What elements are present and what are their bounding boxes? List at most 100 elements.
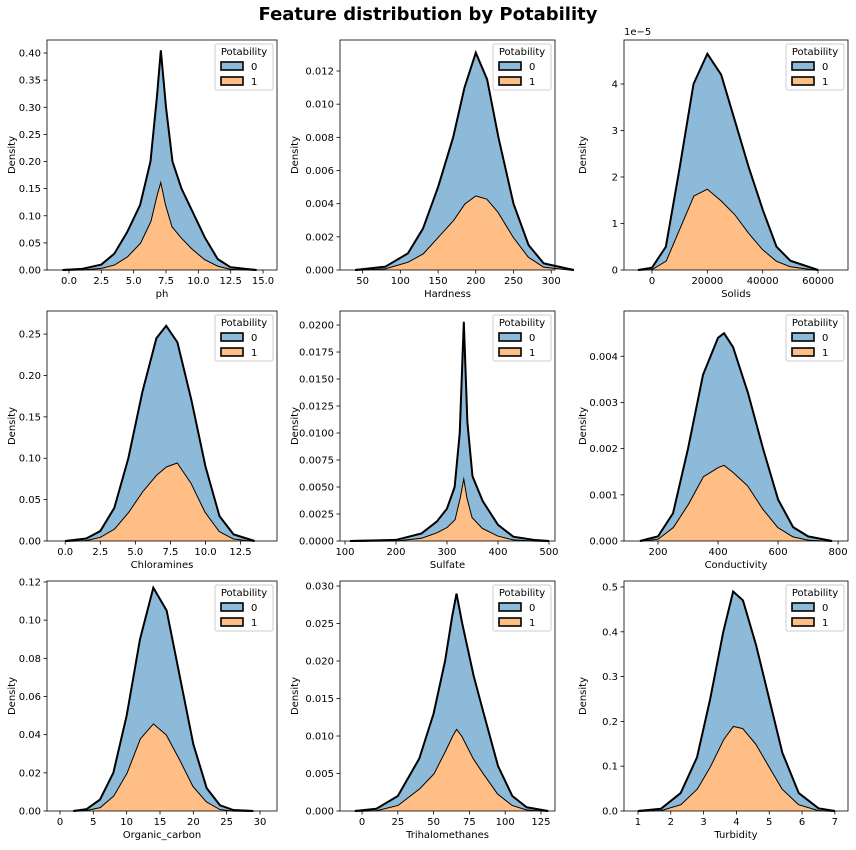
x-axis-label: Solids <box>721 289 751 300</box>
y-tick-label: 3 <box>612 126 618 137</box>
legend-title: Potability <box>221 318 267 329</box>
y-tick-label: 0.012 <box>305 67 334 78</box>
y-tick-label: 0.008 <box>305 133 334 144</box>
legend: Potability 0 1 <box>214 43 274 91</box>
density-area <box>62 180 257 270</box>
legend-swatch <box>498 617 522 627</box>
x-tick-label: 10 <box>120 817 133 828</box>
y-tick-label: 0.10 <box>19 454 41 465</box>
x-tick-label: 5.0 <box>126 276 142 287</box>
y-tick-label: 0.25 <box>19 130 41 141</box>
y-tick-label: 0.3 <box>602 672 618 683</box>
x-tick-label: 600 <box>769 547 788 558</box>
y-axis-label: Density <box>290 677 301 715</box>
legend: Potability 0 1 <box>492 314 552 362</box>
density-area <box>637 725 835 811</box>
density-area <box>355 195 574 270</box>
x-tick-label: 7.5 <box>158 276 174 287</box>
x-axis-label: Organic_carbon <box>123 830 201 841</box>
x-tick-label: 25 <box>391 817 404 828</box>
x-tick-label: 2.5 <box>92 547 108 558</box>
plot-frame <box>46 310 278 542</box>
x-tick-label: 300 <box>542 276 561 287</box>
y-tick-label: 0.2 <box>602 717 618 728</box>
legend-label: 0 <box>251 333 257 344</box>
y-tick-label: 0.0125 <box>299 402 334 413</box>
x-tick-label: 10.0 <box>187 276 209 287</box>
legend: Potability 0 1 <box>214 314 274 362</box>
legend-swatch <box>498 602 522 612</box>
x-tick-label: 60000 <box>802 276 834 287</box>
density-line <box>355 194 574 271</box>
x-tick-label: 150 <box>429 276 448 287</box>
y-axis-label: Density <box>578 677 589 715</box>
x-tick-label: 5.0 <box>127 547 143 558</box>
y-tick-label: 0.001 <box>589 490 618 501</box>
density-area <box>638 188 819 270</box>
y-tick-label: 0.005 <box>305 769 334 780</box>
x-tick-label: 4 <box>733 817 739 828</box>
density-area <box>639 333 833 541</box>
density-area <box>65 462 255 541</box>
legend: Potability 0 1 <box>785 314 845 362</box>
x-tick-label: 500 <box>539 547 558 558</box>
y-tick-label: 0.020 <box>305 657 334 668</box>
legend-title: Potability <box>792 318 838 329</box>
x-tick-label: 0 <box>649 276 655 287</box>
legend-label: 0 <box>529 333 535 344</box>
y-tick-label: 0.0200 <box>299 321 334 332</box>
x-tick-label: 6 <box>799 817 805 828</box>
y-tick-label: 0.0 <box>602 807 618 818</box>
y-tick-label: 0.000 <box>305 266 334 277</box>
x-tick-label: 3 <box>700 817 706 828</box>
density-line <box>639 331 833 542</box>
legend-label: 0 <box>822 603 828 614</box>
x-tick-label: 100 <box>335 547 354 558</box>
y-tick-label: 0.04 <box>19 730 41 741</box>
legend-title: Potability <box>499 318 545 329</box>
y-tick-label: 0.20 <box>19 157 41 168</box>
x-tick-label: 30 <box>254 817 267 828</box>
density-line <box>637 589 836 812</box>
x-tick-label: 12.5 <box>229 547 251 558</box>
legend-swatch <box>498 61 522 71</box>
y-tick-label: 0.025 <box>305 619 334 630</box>
density-line <box>65 324 255 542</box>
y-tick-label: 0.0075 <box>299 456 334 467</box>
x-tick-label: 7 <box>832 817 838 828</box>
y-tick-label: 0.000 <box>589 537 618 548</box>
legend-label: 1 <box>822 348 828 359</box>
x-tick-label: 200 <box>648 547 667 558</box>
x-tick-label: 7.5 <box>162 547 178 558</box>
y-axis-label: Density <box>290 136 301 174</box>
y-tick-label: 0.06 <box>19 692 41 703</box>
x-tick-label: 20000 <box>691 276 723 287</box>
x-tick-label: 300 <box>437 547 456 558</box>
x-axis-label: Conductivity <box>705 560 768 571</box>
legend-swatch <box>498 347 522 357</box>
y-axis-label: Density <box>290 407 301 445</box>
y-tick-label: 0.015 <box>305 694 334 705</box>
y-tick-label: 0.004 <box>305 199 334 210</box>
density-line <box>73 585 254 812</box>
density-area <box>350 476 549 541</box>
legend-title: Potability <box>499 588 545 599</box>
y-tick-label: 0.000 <box>305 807 334 818</box>
x-axis-label: ph <box>156 289 169 300</box>
legend: Potability 0 1 <box>785 43 845 91</box>
legend-label: 0 <box>822 62 828 73</box>
y-tick-label: 4 <box>612 79 618 90</box>
y-tick-label: 0.0150 <box>299 375 334 386</box>
x-tick-label: 40000 <box>747 276 779 287</box>
plot-frame <box>623 580 849 812</box>
y-tick-label: 0.002 <box>305 232 334 243</box>
y-tick-label: 0.030 <box>305 582 334 593</box>
x-tick-label: 200 <box>386 547 405 558</box>
density-area <box>638 53 819 270</box>
legend: Potability 0 1 <box>785 584 845 632</box>
legend-swatch <box>791 347 815 357</box>
legend: Potability 0 1 <box>492 584 552 632</box>
legend-swatch <box>220 602 244 612</box>
x-axis-label: Chloramines <box>131 560 194 571</box>
y-tick-label: 0.003 <box>589 398 618 409</box>
